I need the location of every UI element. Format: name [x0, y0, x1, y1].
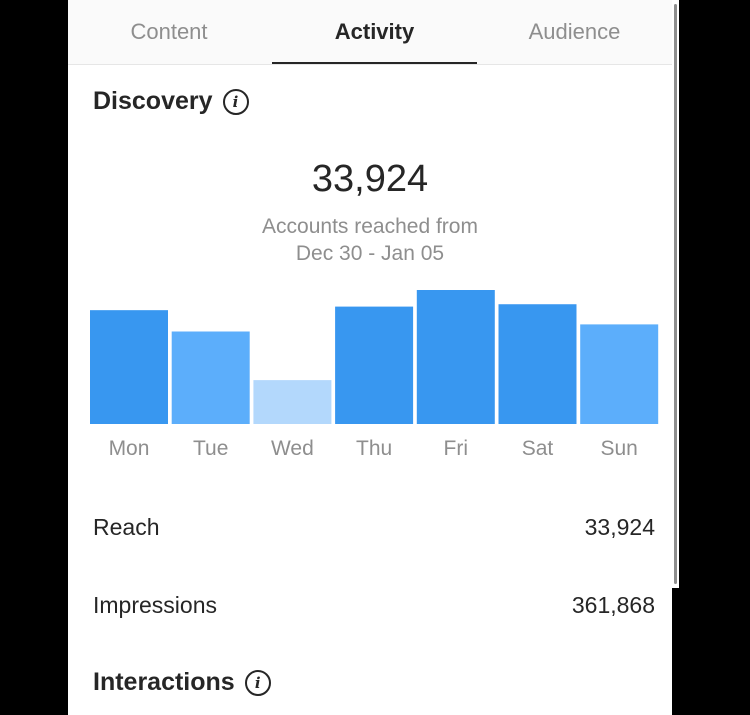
x-tick-label-wed: Wed — [271, 437, 314, 460]
metric-value: 33,924 — [584, 514, 655, 540]
scrollbar[interactable] — [672, 0, 679, 588]
x-tick-label-sat: Sat — [522, 437, 554, 460]
x-tick-label-sun: Sun — [601, 437, 638, 460]
daily-reach-bar-chart: Mon Tue Wed Thu Fri Sat Sun — [90, 290, 659, 460]
bar-wed[interactable] — [253, 380, 332, 424]
bar-fri[interactable] — [416, 290, 495, 424]
bar-tue[interactable] — [171, 331, 250, 424]
tab-activity[interactable]: Activity — [334, 19, 415, 44]
x-tick-label-thu: Thu — [356, 437, 392, 460]
x-tick-label-fri: Fri — [444, 437, 469, 460]
interactions-header: Interactions i — [93, 668, 271, 697]
metric-row-impressions: Impressions 361,868 — [93, 592, 655, 619]
bar-sat[interactable] — [498, 304, 577, 424]
bar-mon[interactable] — [90, 310, 168, 424]
metric-value: 361,868 — [571, 592, 655, 618]
accounts-reached-value: 33,924 — [311, 158, 429, 200]
discovery-title: Discovery — [93, 87, 213, 115]
metric-label: Impressions — [93, 592, 217, 618]
tab-audience[interactable]: Audience — [528, 19, 621, 44]
x-tick-label-tue: Tue — [193, 437, 228, 460]
x-tick-label-mon: Mon — [109, 437, 150, 460]
insights-tab-bar: Content Activity Audience — [68, 0, 672, 65]
info-icon[interactable]: i — [222, 88, 249, 115]
tab-content[interactable]: Content — [130, 19, 208, 44]
insights-panel: Content Activity Audience Discovery i 33… — [68, 0, 672, 715]
scrollbar-thumb[interactable] — [674, 4, 677, 584]
metric-row-reach: Reach 33,924 — [93, 514, 655, 541]
bar-sun[interactable] — [580, 324, 659, 424]
metric-label: Reach — [93, 514, 160, 540]
info-icon[interactable]: i — [244, 669, 271, 696]
interactions-title: Interactions — [93, 668, 235, 696]
discovery-header: Discovery i — [93, 87, 249, 116]
date-range-caption: Dec 30 - Jan 05 — [295, 242, 445, 265]
active-tab-indicator — [272, 62, 477, 64]
accounts-reached-caption: Accounts reached from — [262, 215, 478, 238]
bar-thu[interactable] — [335, 306, 414, 424]
